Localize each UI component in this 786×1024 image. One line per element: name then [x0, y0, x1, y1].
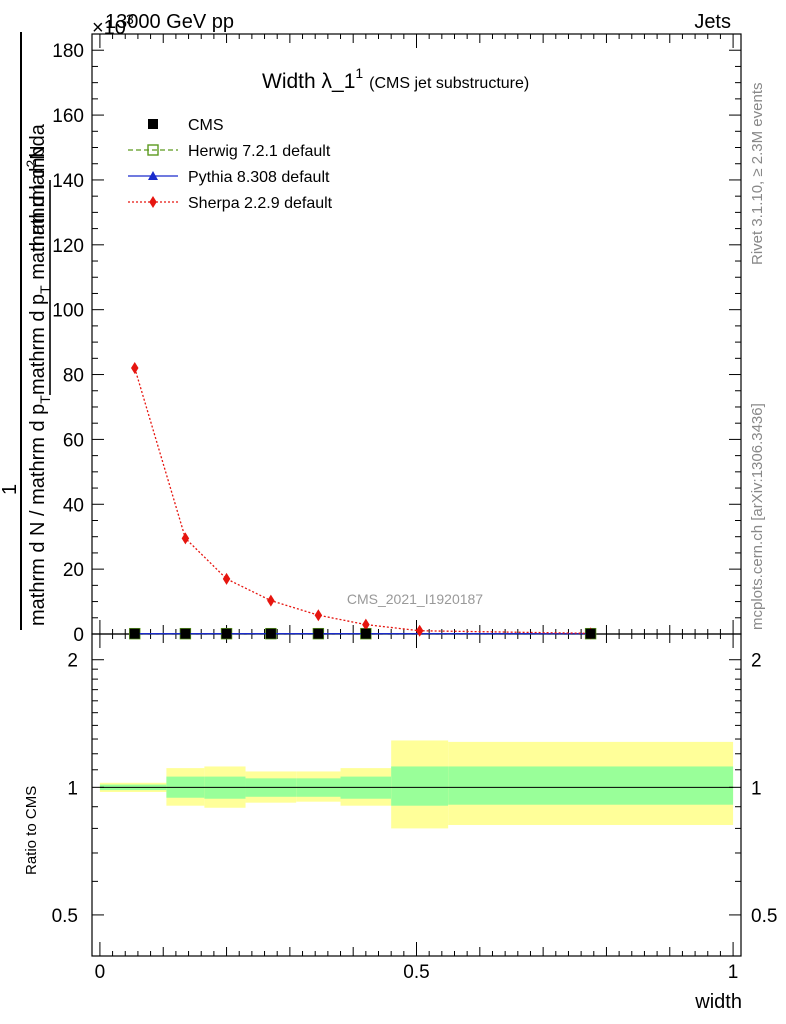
jets-label: Jets [694, 11, 731, 33]
ratio-tick-label-left: 1 [67, 778, 78, 799]
y-label-inner-top: mathrm d2N [23, 145, 49, 252]
legend-marker-0 [148, 119, 158, 129]
y-label-numerator: 1 [0, 484, 21, 495]
y-tick-label: 160 [52, 106, 84, 127]
y-label-denominator: mathrm d N / mathrm d pT [27, 395, 53, 626]
ratio-y-axis-label: Ratio to CMS [23, 786, 40, 875]
legend-marker-1 [147, 144, 159, 156]
y-label-inner-bottom: mathrm d pT mathrm d lambda [27, 123, 53, 395]
series-3-point-0 [130, 362, 139, 375]
y-tick-label: 180 [52, 41, 84, 62]
stat-band-6 [391, 766, 449, 806]
y-tick-label: 140 [52, 171, 84, 192]
x-tick-label: 1 [728, 962, 739, 983]
legend-marker-3 [149, 196, 157, 208]
x-tick-label: 0 [95, 962, 106, 983]
ratio-tick-label-right: 0.5 [751, 906, 777, 927]
y-tick-label: 0 [73, 625, 84, 646]
ratio-tick-label-left: 2 [67, 651, 78, 672]
ratio-tick-label-right: 1 [751, 778, 762, 799]
legend-label-2: Pythia 8.308 default [188, 169, 330, 186]
y-axis-label: 1 mathrm d N / mathrm d pT mathrm d2N ma… [0, 32, 53, 630]
legend: CMS Herwig 7.2.1 default Pythia 8.308 defa… [128, 117, 333, 212]
series-3-point-1 [181, 532, 190, 545]
series-3-point-4 [314, 609, 323, 622]
y-tick-label: 120 [52, 236, 84, 257]
analysis-watermark: CMS_2021_I1920187 [347, 591, 483, 607]
rivet-side-label: Rivet 3.1.10, ≥ 2.3M events [749, 83, 766, 266]
stat-band-7 [448, 766, 734, 805]
series-0-point-4 [313, 628, 324, 639]
y-tick-label: 60 [63, 430, 84, 451]
energy-label: 13000 GeV pp [105, 11, 234, 33]
y-tick-label: 100 [52, 301, 84, 322]
series-0-point-0 [129, 628, 140, 639]
series-3-point-6 [415, 624, 424, 637]
legend-label-3: Sherpa 2.2.9 default [188, 195, 333, 212]
legend-label-1: Herwig 7.2.1 default [188, 143, 331, 160]
x-tick-label: 0.5 [403, 962, 429, 983]
series-0-point-3 [265, 628, 276, 639]
y-tick-label: 20 [63, 560, 84, 581]
mcplots-side-label: mcplots.cern.ch [arXiv:1306.3436] [749, 403, 766, 630]
series-0-point-2 [221, 628, 232, 639]
series-0-point-1 [180, 628, 191, 639]
ratio-tick-label-left: 0.5 [52, 906, 78, 927]
series-0-point-5 [360, 628, 371, 639]
series-3-point-5 [362, 618, 370, 631]
series-0-point-6 [585, 628, 596, 639]
ratio-bands [99, 740, 734, 829]
legend-label-0: CMS [188, 117, 224, 134]
series-3-point-2 [222, 572, 231, 585]
ratio-tick-label-right: 2 [751, 651, 762, 672]
series-3-point-3 [267, 594, 275, 607]
x-axis-label: width [694, 991, 742, 1013]
series-line-3 [134, 367, 591, 635]
plot-title: Width λ_11(CMS jet substructure) [262, 65, 529, 93]
y-tick-label: 80 [63, 366, 84, 387]
y-tick-label: 40 [63, 495, 84, 516]
series-layer [129, 362, 597, 640]
ratio-axes: 0.5 0.5 1 1 2 2 [52, 651, 777, 957]
legend-marker-2 [148, 171, 158, 180]
